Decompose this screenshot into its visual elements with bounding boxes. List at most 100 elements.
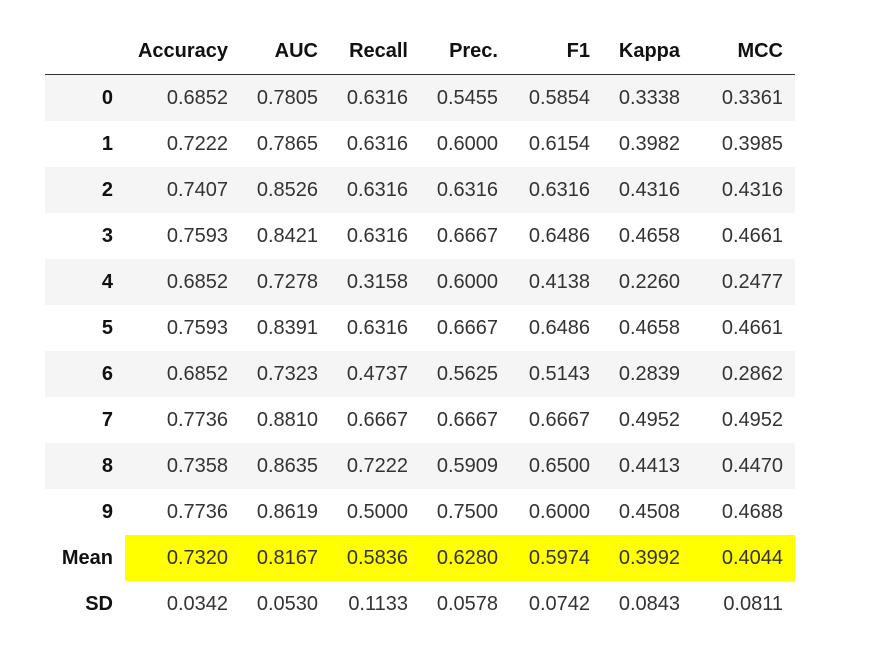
- cell-accuracy: 0.6852: [166, 270, 228, 293]
- row-index-label: 9: [101, 500, 113, 523]
- cell-recall: 0.6316: [346, 86, 408, 109]
- cell-recall: 0.3158: [346, 270, 408, 293]
- cell-recall: 0.6667: [346, 408, 408, 431]
- table-row: 9 0.7736 0.8619 0.5000 0.7500 0.6000 0.4508 0.4…: [45, 489, 795, 535]
- cell-mcc: 0.2862: [721, 362, 783, 385]
- row-index-label: Mean: [45, 535, 125, 581]
- cell-mcc: 0.0811: [723, 592, 783, 615]
- cell-accuracy: 0.6852: [166, 362, 228, 385]
- cell-kappa: 0.4658: [618, 316, 680, 339]
- cell-kappa: 0.3992: [602, 535, 692, 581]
- cell-recall: 0.6316: [346, 132, 408, 155]
- column-header-precision: Prec.: [420, 28, 510, 75]
- cell-f1: 0.0742: [528, 592, 590, 615]
- cell-accuracy: 0.7407: [166, 178, 228, 201]
- row-index-label: 2: [101, 178, 113, 201]
- cell-precision: 0.6667: [436, 224, 498, 247]
- table-row: 4 0.6852 0.7278 0.3158 0.6000 0.4138 0.2260 0.2…: [45, 259, 795, 305]
- cell-f1: 0.5974: [510, 535, 602, 581]
- cell-f1: 0.6500: [528, 454, 590, 477]
- cell-precision: 0.7500: [436, 500, 498, 523]
- column-header-auc: AUC: [240, 28, 330, 75]
- cell-f1: 0.6316: [528, 178, 590, 201]
- cell-auc: 0.8391: [256, 316, 318, 339]
- cell-kappa: 0.2839: [618, 362, 680, 385]
- column-header-recall: Recall: [330, 28, 420, 75]
- row-index-label: 0: [101, 86, 113, 109]
- cell-recall: 0.1133: [348, 592, 408, 615]
- cell-recall: 0.4737: [346, 362, 408, 385]
- row-index-label: 3: [101, 224, 113, 247]
- cell-accuracy: 0.7593: [166, 316, 228, 339]
- column-header-f1: F1: [510, 28, 602, 75]
- row-index-label: 4: [101, 270, 113, 293]
- cell-precision: 0.6000: [436, 270, 498, 293]
- table-header: Accuracy AUC Recall Prec. F1 Kappa MCC: [45, 28, 795, 75]
- cell-precision: 0.5455: [436, 86, 498, 109]
- cell-mcc: 0.4952: [721, 408, 783, 431]
- cell-mcc: 0.4661: [721, 316, 783, 339]
- row-index-label: 8: [101, 454, 113, 477]
- row-index-label: 6: [101, 362, 113, 385]
- cell-accuracy: 0.7320: [125, 535, 240, 581]
- cell-recall: 0.6316: [346, 224, 408, 247]
- row-index-label: 1: [101, 132, 113, 155]
- cell-accuracy: 0.7593: [166, 224, 228, 247]
- cell-recall: 0.6316: [346, 316, 408, 339]
- table-row: 7 0.7736 0.8810 0.6667 0.6667 0.6667 0.4952 0.4…: [45, 397, 795, 443]
- cell-auc: 0.0530: [256, 592, 318, 615]
- table-body: 0 0.6852 0.7805 0.6316 0.5455 0.5854 0.3338 0.3…: [45, 74, 795, 627]
- cell-mcc: 0.4470: [721, 454, 783, 477]
- column-header-mcc: MCC: [692, 28, 795, 75]
- table-row: 1 0.7222 0.7865 0.6316 0.6000 0.6154 0.3982 0.3…: [45, 121, 795, 167]
- cell-auc: 0.8421: [256, 224, 318, 247]
- cell-f1: 0.6486: [528, 316, 590, 339]
- cell-precision: 0.6280: [420, 535, 510, 581]
- table-row: 8 0.7358 0.8635 0.7222 0.5909 0.6500 0.4413 0.4…: [45, 443, 795, 489]
- table-row: 6 0.6852 0.7323 0.4737 0.5625 0.5143 0.2839 0.2…: [45, 351, 795, 397]
- table-row: 0 0.6852 0.7805 0.6316 0.5455 0.5854 0.3338 0.3…: [45, 74, 795, 121]
- results-table-container: Accuracy AUC Recall Prec. F1 Kappa MCC 0…: [45, 28, 795, 627]
- cell-f1: 0.6154: [528, 132, 590, 155]
- cell-accuracy: 0.7358: [166, 454, 228, 477]
- cell-accuracy: 0.6852: [166, 86, 228, 109]
- cell-precision: 0.5909: [436, 454, 498, 477]
- cell-kappa: 0.0843: [618, 592, 680, 615]
- cell-auc: 0.8619: [256, 500, 318, 523]
- cell-accuracy: 0.0342: [166, 592, 228, 615]
- row-index-label: SD: [85, 592, 113, 615]
- header-row: Accuracy AUC Recall Prec. F1 Kappa MCC: [45, 28, 795, 75]
- cell-mcc: 0.4316: [721, 178, 783, 201]
- cell-mcc: 0.3361: [721, 86, 783, 109]
- cell-auc: 0.8810: [256, 408, 318, 431]
- cell-f1: 0.6667: [528, 408, 590, 431]
- cell-mcc: 0.4661: [721, 224, 783, 247]
- cell-auc: 0.7805: [256, 86, 318, 109]
- cell-precision: 0.6667: [436, 316, 498, 339]
- results-table: Accuracy AUC Recall Prec. F1 Kappa MCC 0…: [45, 28, 795, 627]
- table-row: 3 0.7593 0.8421 0.6316 0.6667 0.6486 0.4658 0.4…: [45, 213, 795, 259]
- cell-kappa: 0.4316: [618, 178, 680, 201]
- cell-kappa: 0.4952: [618, 408, 680, 431]
- cell-auc: 0.8526: [256, 178, 318, 201]
- cell-precision: 0.6316: [436, 178, 498, 201]
- cell-kappa: 0.4413: [618, 454, 680, 477]
- cell-kappa: 0.4508: [618, 500, 680, 523]
- table-row: 5 0.7593 0.8391 0.6316 0.6667 0.6486 0.4658 0.4…: [45, 305, 795, 351]
- table-row: 2 0.7407 0.8526 0.6316 0.6316 0.6316 0.4316 0.4…: [45, 167, 795, 213]
- cell-f1: 0.6000: [528, 500, 590, 523]
- cell-precision: 0.0578: [436, 592, 498, 615]
- cell-recall: 0.5836: [330, 535, 420, 581]
- table-row-mean: Mean 0.7320 0.8167 0.5836 0.6280 0.5974 0.3992…: [45, 535, 795, 581]
- cell-mcc: 0.3985: [721, 132, 783, 155]
- cell-mcc: 0.4688: [721, 500, 783, 523]
- table-row-sd: SD 0.0342 0.0530 0.1133 0.0578 0.0742 0.0843 0.…: [45, 581, 795, 627]
- cell-accuracy: 0.7736: [166, 408, 228, 431]
- cell-f1: 0.5854: [528, 86, 590, 109]
- cell-auc: 0.8167: [240, 535, 330, 581]
- cell-recall: 0.5000: [346, 500, 408, 523]
- column-header-accuracy: Accuracy: [125, 28, 240, 75]
- cell-mcc: 0.4044: [692, 535, 795, 581]
- cell-recall: 0.6316: [346, 178, 408, 201]
- cell-mcc: 0.2477: [721, 270, 783, 293]
